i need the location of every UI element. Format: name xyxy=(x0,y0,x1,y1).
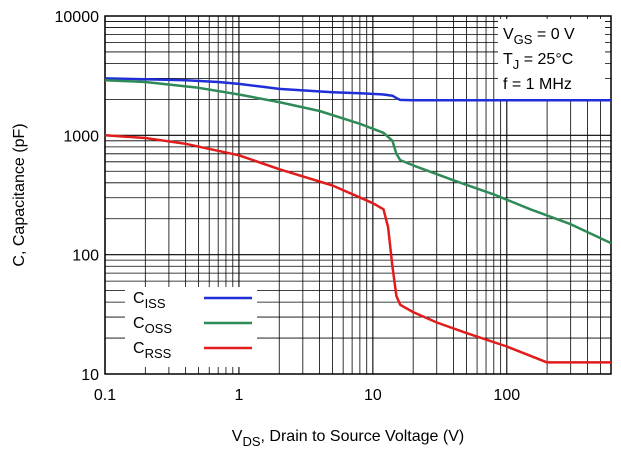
legend-label-iss: CISS xyxy=(133,290,166,311)
annotation-line: VGS = 0 V xyxy=(503,26,575,47)
y-tick-label: 10000 xyxy=(55,9,100,26)
tick-labels: 0.1 1 10 100 10 100 1000 10000 xyxy=(55,9,521,404)
annotation-background xyxy=(498,19,605,99)
series-line-iss xyxy=(104,77,611,102)
x-tick-label: 10 xyxy=(364,387,382,404)
legend-label-rss: CRSS xyxy=(133,340,172,361)
annotation-line: TJ = 25°C xyxy=(503,51,573,72)
legend-background xyxy=(125,287,257,367)
y-tick-label: 10 xyxy=(81,367,99,384)
annotation-line: f = 1 MHz xyxy=(503,76,572,93)
y-tick-label: 100 xyxy=(72,248,99,265)
x-tick-label: 100 xyxy=(493,387,520,404)
series-line-oss xyxy=(104,78,612,245)
y-axis-label: C, Capacitance (pF) xyxy=(11,123,28,266)
series-line-rss xyxy=(104,134,611,364)
series-layer xyxy=(104,77,612,364)
x-tick-label: 0.1 xyxy=(94,387,116,404)
x-axis-label: VDS, Drain to Source Voltage (V) xyxy=(232,428,464,449)
legend-label-oss: COSS xyxy=(133,315,172,336)
plot-frame xyxy=(104,15,612,375)
x-tick-label: 1 xyxy=(234,387,243,404)
conditions-annotation: VGS = 0 V TJ = 25°C f = 1 MHz xyxy=(498,19,605,99)
y-tick-label: 1000 xyxy=(63,128,99,145)
legend: CISS COSS CRSS xyxy=(125,287,257,367)
